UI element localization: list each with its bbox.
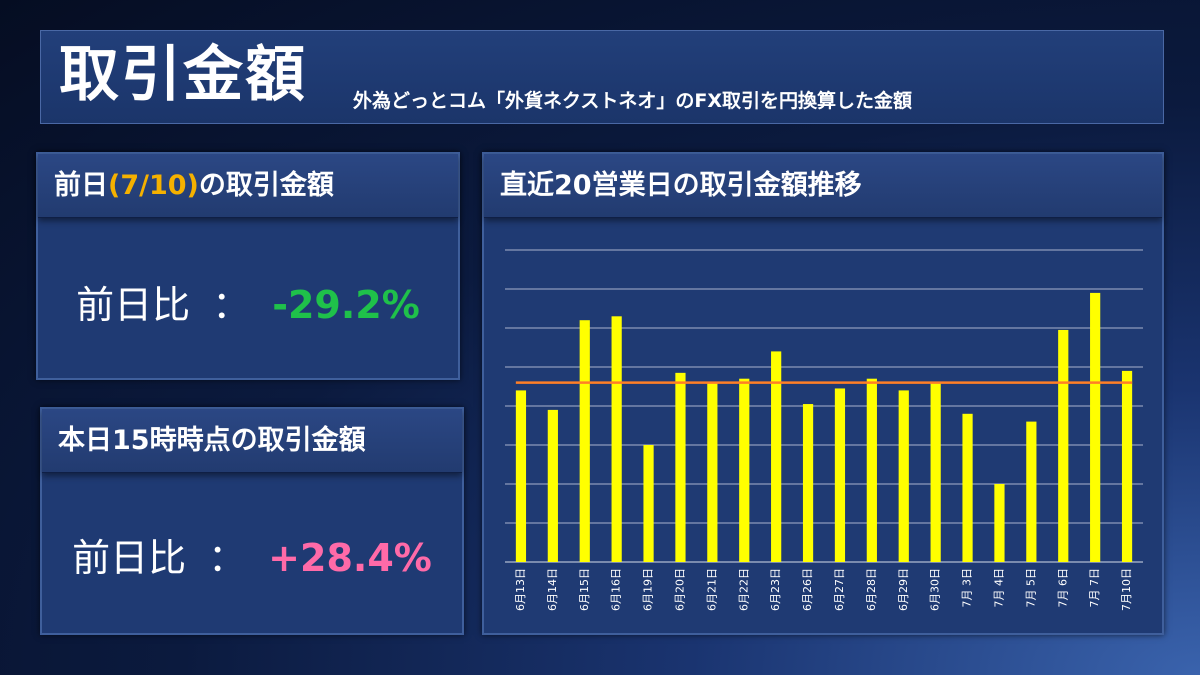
prev-day-title-post: の取引金額 bbox=[198, 170, 334, 201]
bar bbox=[1026, 421, 1037, 562]
page-subtitle: 外為どっとコム「外貨ネクストネオ」のFX取引を円換算した金額 bbox=[353, 90, 913, 112]
bar-chart: 6月13日 6月14日 6月15日 6月16日 6月19日 6月20日 6月21日 6月22日… bbox=[505, 249, 1143, 611]
today-panel-title: 本日15時時点の取引金額 bbox=[42, 409, 462, 473]
bar bbox=[707, 382, 718, 562]
prev-day-title-pre: 前日 bbox=[54, 170, 108, 201]
bar bbox=[515, 390, 527, 562]
today-panel: 本日15時時点の取引金額 前日比 ： +28.4% bbox=[40, 407, 464, 635]
x-tick-label: 6月14日 bbox=[546, 568, 559, 611]
x-tick-label: 6月19日 bbox=[642, 568, 655, 611]
x-tick-label: 6月16日 bbox=[610, 568, 623, 611]
bar bbox=[1058, 329, 1069, 562]
bar bbox=[611, 316, 622, 562]
prev-day-panel: 前日(7/10)の取引金額 前日比 ： -29.2% bbox=[36, 152, 460, 380]
x-tick-label: 6月20日 bbox=[673, 568, 686, 611]
bar bbox=[771, 351, 782, 562]
chart-panel-title: 直近20営業日の取引金額推移 bbox=[484, 154, 1162, 218]
bar bbox=[866, 378, 877, 562]
today-ratio-value: +28.4% bbox=[268, 536, 432, 580]
header-bar: 取引金額 外為どっとコム「外貨ネクストネオ」のFX取引を円換算した金額 bbox=[40, 30, 1164, 124]
bar bbox=[643, 445, 654, 562]
bar bbox=[930, 382, 941, 562]
x-tick-label: 6月28日 bbox=[865, 568, 878, 611]
x-tick-label: 7月10日 bbox=[1120, 568, 1133, 611]
bar bbox=[675, 372, 686, 562]
x-tick-label: 6月23日 bbox=[769, 568, 782, 611]
bar bbox=[1121, 370, 1133, 562]
x-tick-label: 6月22日 bbox=[737, 568, 750, 611]
today-ratio-sep: ： bbox=[208, 536, 247, 580]
x-tick-label: 7月 7日 bbox=[1088, 568, 1101, 608]
x-tick-label: 7月 4日 bbox=[992, 568, 1005, 608]
prev-day-ratio: 前日比 ： -29.2% bbox=[38, 274, 458, 329]
x-tick-label: 7月 3日 bbox=[961, 568, 974, 608]
bar bbox=[898, 390, 909, 562]
x-tick-label: 6月29日 bbox=[897, 568, 910, 611]
x-tick-label: 6月21日 bbox=[705, 568, 718, 611]
bar bbox=[1090, 292, 1101, 562]
prev-day-panel-title: 前日(7/10)の取引金額 bbox=[38, 154, 458, 218]
bar bbox=[579, 320, 590, 562]
x-tick-label: 6月15日 bbox=[578, 568, 591, 611]
today-ratio-label: 前日比 bbox=[72, 536, 187, 580]
prev-day-ratio-value: -29.2% bbox=[272, 283, 420, 327]
bar bbox=[994, 484, 1005, 562]
bar bbox=[834, 388, 846, 562]
x-tick-label: 6月30日 bbox=[929, 568, 942, 611]
prev-day-title-date: (7/10) bbox=[108, 170, 199, 201]
bar bbox=[739, 378, 750, 562]
chart-panel: 直近20営業日の取引金額推移 6月13日 6月14日 6月15日 6月16日 6月19日… bbox=[482, 152, 1164, 635]
today-ratio: 前日比 ： +28.4% bbox=[42, 527, 462, 582]
x-tick-label: 6月26日 bbox=[801, 568, 814, 611]
x-tick-label: 6月13日 bbox=[514, 568, 527, 611]
bar bbox=[547, 409, 558, 562]
bar bbox=[962, 413, 973, 562]
prev-day-ratio-sep: ： bbox=[212, 283, 251, 327]
x-tick-label: 6月27日 bbox=[833, 568, 846, 611]
x-tick-label: 7月 6日 bbox=[1056, 568, 1069, 608]
x-tick-label: 7月 5日 bbox=[1024, 568, 1037, 608]
bar bbox=[802, 404, 814, 562]
prev-day-ratio-label: 前日比 bbox=[76, 283, 191, 327]
page-title: 取引金額 bbox=[59, 40, 307, 110]
